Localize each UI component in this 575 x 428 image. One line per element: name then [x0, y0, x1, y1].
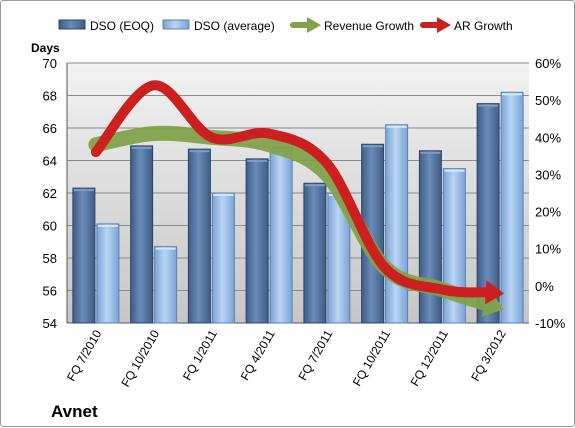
x-tick-label: FQ 7/2011	[295, 327, 335, 383]
bar-top-highlight	[189, 150, 210, 153]
x-tick-label: FQ 4/2011	[238, 327, 278, 383]
left-tick-label: 70	[43, 56, 57, 71]
right-tick-label: 50%	[535, 93, 561, 108]
left-tick-label: 60	[43, 219, 57, 234]
bar-top-highlight	[213, 194, 234, 196]
bar-top-highlight	[304, 184, 325, 187]
bar-top-highlight	[247, 159, 268, 162]
right-tick-label: 60%	[535, 56, 561, 71]
bar-dso-average	[385, 124, 409, 324]
right-tick-label: 20%	[535, 205, 561, 220]
right-tick-label: -10%	[535, 316, 566, 331]
bar-top-highlight	[444, 169, 465, 172]
bar-dso-eoq	[72, 187, 96, 324]
bar-dso-eoq	[303, 182, 327, 324]
left-tick-label: 68	[43, 89, 57, 104]
x-tick-label: FQ 12/2011	[408, 327, 452, 388]
bar-dso-average	[211, 192, 235, 324]
bar-dso-average	[154, 246, 178, 324]
legend-label: Revenue Growth	[324, 19, 414, 33]
x-tick-label: FQ 10/2011	[350, 327, 394, 388]
left-tick-label: 62	[43, 186, 57, 201]
right-tick-label: 30%	[535, 167, 561, 182]
left-tick-label: 54	[43, 316, 57, 331]
bar-dso-eoq	[476, 103, 500, 324]
ar-growth-line	[90, 80, 491, 298]
legend-arrowhead-icon	[307, 17, 321, 33]
bar-dso-eoq	[418, 150, 442, 324]
right-tick-label: 40%	[535, 130, 561, 145]
left-tick-label: 58	[43, 251, 57, 266]
left-tick-label: 66	[43, 121, 57, 136]
legend-swatch-dso-average	[162, 19, 190, 30]
bar-dso-average	[96, 223, 120, 324]
left-axis-title: Days	[31, 41, 60, 55]
bar-dso-eoq	[245, 158, 269, 324]
bar-top-highlight	[502, 93, 523, 96]
bar-dso-eoq	[187, 148, 211, 324]
x-tick-label: FQ 1/2011	[180, 327, 220, 383]
ar-growth-line-arrowhead	[484, 280, 505, 305]
legend-arrowhead-icon	[437, 17, 451, 33]
legend-swatch-dso-eoq	[58, 19, 86, 30]
x-tick-label: FQ 7/2010	[64, 327, 105, 383]
left-tick-label: 56	[43, 284, 57, 299]
legend-label: DSO (average)	[194, 19, 275, 33]
bar-dso-eoq	[130, 145, 154, 324]
legend-label: AR Growth	[454, 19, 513, 33]
bar-dso-average	[269, 147, 293, 324]
revenue-growth-line-arrowhead	[481, 290, 504, 317]
bar-top-highlight	[420, 151, 441, 154]
x-tick-label: FQ 10/2010	[118, 327, 162, 389]
bar-top-highlight	[131, 146, 152, 149]
x-tick-label: FQ 3/2012	[468, 327, 509, 383]
bar-top-highlight	[478, 104, 499, 107]
right-tick-label: 10%	[535, 242, 561, 257]
right-tick-label: 0%	[535, 279, 554, 294]
bar-top-highlight	[73, 189, 94, 192]
bar-top-highlight	[155, 247, 176, 250]
bar-top-highlight	[362, 145, 383, 148]
legend-label: DSO (EOQ)	[90, 19, 154, 33]
bar-top-highlight	[97, 224, 118, 227]
bar-top-highlight	[386, 125, 407, 128]
company-name: Avnet	[51, 402, 98, 421]
bar-dso-average	[500, 91, 524, 324]
left-tick-label: 64	[43, 154, 57, 169]
